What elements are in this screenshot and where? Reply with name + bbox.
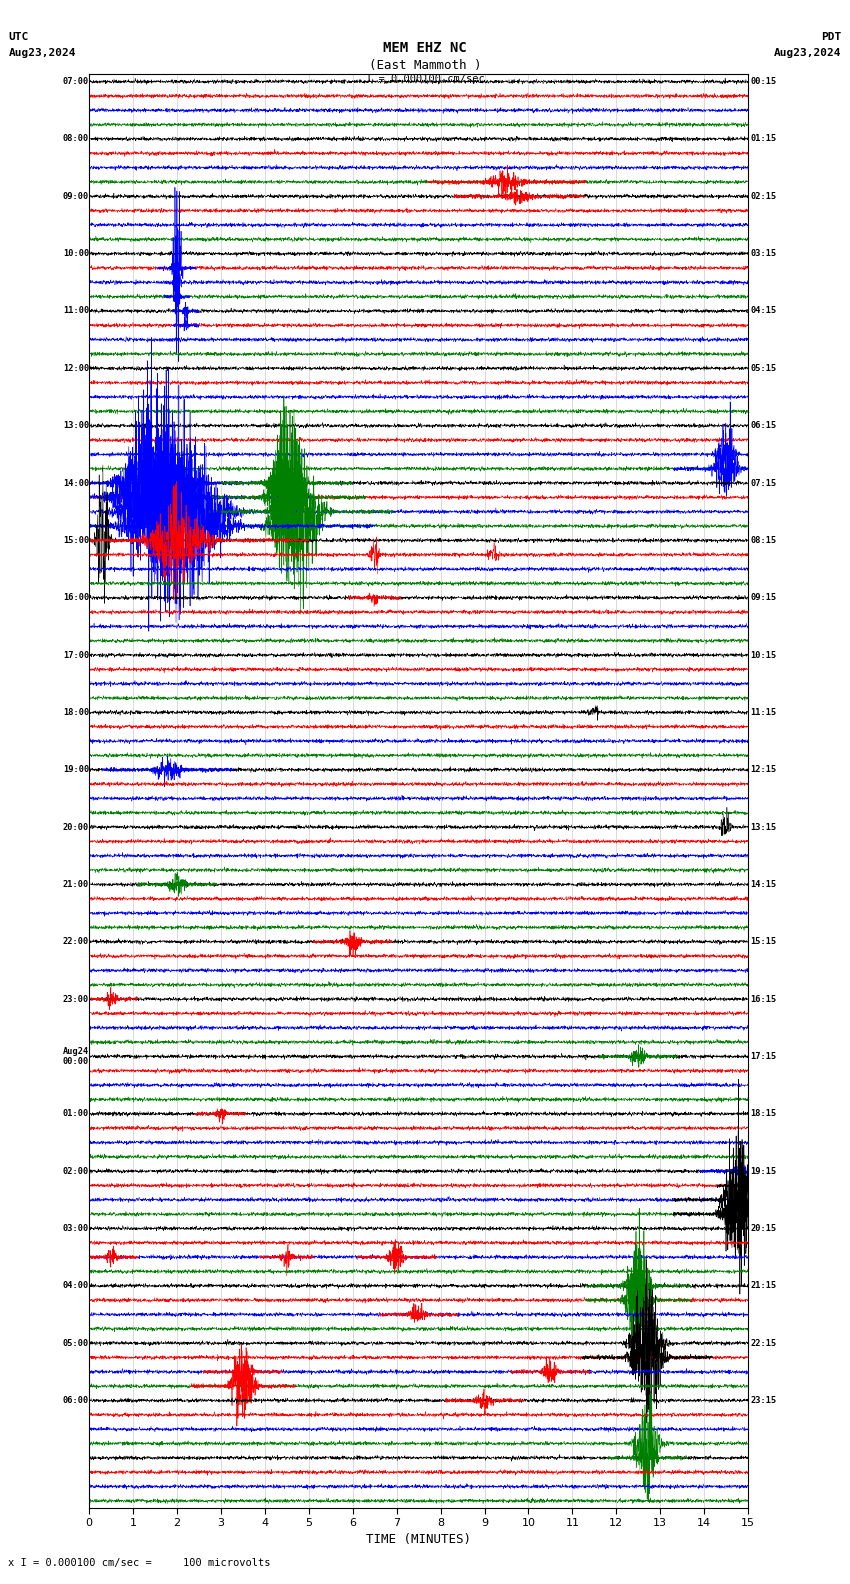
Text: 21:00: 21:00 — [63, 879, 89, 889]
Text: 12:15: 12:15 — [751, 765, 776, 775]
Text: Aug23,2024: Aug23,2024 — [8, 48, 76, 57]
Text: 23:00: 23:00 — [63, 995, 89, 1004]
Text: 04:15: 04:15 — [751, 306, 776, 315]
Text: 06:15: 06:15 — [751, 421, 776, 431]
Text: x I = 0.000100 cm/sec =     100 microvolts: x I = 0.000100 cm/sec = 100 microvolts — [8, 1559, 271, 1568]
Text: 01:15: 01:15 — [751, 135, 776, 144]
Text: 04:00: 04:00 — [63, 1281, 89, 1291]
Text: 17:00: 17:00 — [63, 651, 89, 659]
X-axis label: TIME (MINUTES): TIME (MINUTES) — [366, 1533, 471, 1546]
Text: 10:00: 10:00 — [63, 249, 89, 258]
Text: 15:00: 15:00 — [63, 535, 89, 545]
Text: 03:15: 03:15 — [751, 249, 776, 258]
Text: 03:00: 03:00 — [63, 1224, 89, 1232]
Text: 21:15: 21:15 — [751, 1281, 776, 1291]
Text: 09:15: 09:15 — [751, 592, 776, 602]
Text: 02:15: 02:15 — [751, 192, 776, 201]
Text: 19:00: 19:00 — [63, 765, 89, 775]
Text: 19:15: 19:15 — [751, 1166, 776, 1175]
Text: 08:15: 08:15 — [751, 535, 776, 545]
Text: I = 0.000100 cm/sec: I = 0.000100 cm/sec — [366, 74, 484, 84]
Text: 05:15: 05:15 — [751, 364, 776, 372]
Text: Aug23,2024: Aug23,2024 — [774, 48, 842, 57]
Text: 16:15: 16:15 — [751, 995, 776, 1004]
Text: 10:15: 10:15 — [751, 651, 776, 659]
Text: 06:00: 06:00 — [63, 1396, 89, 1405]
Text: 08:00: 08:00 — [63, 135, 89, 144]
Text: 13:00: 13:00 — [63, 421, 89, 431]
Text: Aug24
00:00: Aug24 00:00 — [63, 1047, 89, 1066]
Text: 13:15: 13:15 — [751, 822, 776, 832]
Text: 11:15: 11:15 — [751, 708, 776, 718]
Text: 09:00: 09:00 — [63, 192, 89, 201]
Text: 02:00: 02:00 — [63, 1166, 89, 1175]
Text: 14:00: 14:00 — [63, 478, 89, 488]
Text: 18:00: 18:00 — [63, 708, 89, 718]
Text: 07:00: 07:00 — [63, 78, 89, 86]
Text: (East Mammoth ): (East Mammoth ) — [369, 59, 481, 71]
Text: UTC: UTC — [8, 32, 29, 41]
Text: 14:15: 14:15 — [751, 879, 776, 889]
Text: 20:15: 20:15 — [751, 1224, 776, 1232]
Text: 23:15: 23:15 — [751, 1396, 776, 1405]
Text: 17:15: 17:15 — [751, 1052, 776, 1061]
Text: MEM EHZ NC: MEM EHZ NC — [383, 41, 467, 55]
Text: 15:15: 15:15 — [751, 938, 776, 946]
Text: 20:00: 20:00 — [63, 822, 89, 832]
Text: 12:00: 12:00 — [63, 364, 89, 372]
Text: 22:00: 22:00 — [63, 938, 89, 946]
Text: 05:00: 05:00 — [63, 1338, 89, 1348]
Text: 01:00: 01:00 — [63, 1109, 89, 1118]
Text: 18:15: 18:15 — [751, 1109, 776, 1118]
Text: 16:00: 16:00 — [63, 592, 89, 602]
Text: 11:00: 11:00 — [63, 306, 89, 315]
Text: PDT: PDT — [821, 32, 842, 41]
Text: 22:15: 22:15 — [751, 1338, 776, 1348]
Text: 00:15: 00:15 — [751, 78, 776, 86]
Text: 07:15: 07:15 — [751, 478, 776, 488]
